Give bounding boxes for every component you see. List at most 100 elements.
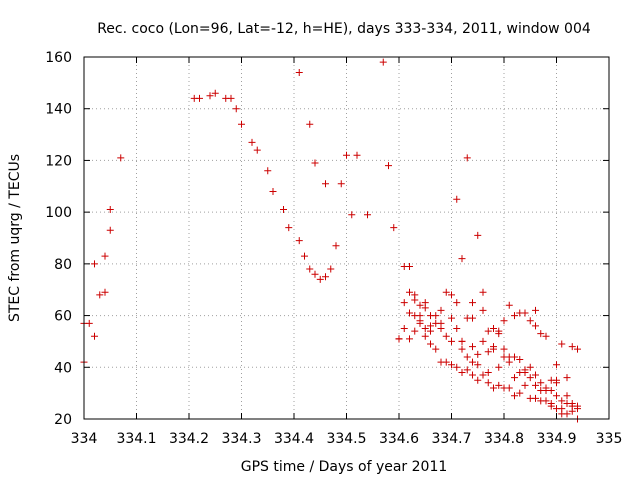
data-point <box>416 319 424 327</box>
x-tick-label: 335 <box>596 431 623 447</box>
x-tick-label: 334.6 <box>379 431 419 447</box>
data-point <box>437 319 445 327</box>
data-point <box>568 407 576 415</box>
data-point <box>521 381 529 389</box>
data-point <box>563 392 571 400</box>
data-point <box>495 327 503 335</box>
data-point <box>311 270 319 278</box>
data-point <box>264 167 272 175</box>
data-point <box>327 265 335 273</box>
data-point <box>101 288 109 296</box>
data-point <box>406 309 413 317</box>
data-point <box>558 405 566 413</box>
data-point <box>353 151 361 159</box>
data-points <box>80 58 581 423</box>
data-point <box>453 195 461 203</box>
y-tick-label: 160 <box>45 50 72 66</box>
data-point <box>448 291 455 299</box>
data-point <box>526 317 534 325</box>
data-point <box>479 337 487 345</box>
data-point <box>427 322 434 330</box>
data-point <box>463 154 471 162</box>
data-point <box>463 366 471 374</box>
y-tick-label: 40 <box>54 360 72 376</box>
data-point <box>406 335 413 343</box>
data-point <box>511 374 518 382</box>
data-point <box>484 327 492 335</box>
data-point <box>532 322 539 330</box>
x-tick-label: 334.9 <box>536 431 576 447</box>
data-point <box>532 394 539 402</box>
data-point <box>458 255 466 263</box>
data-point <box>526 374 534 382</box>
grid <box>84 57 609 419</box>
data-point <box>568 343 576 351</box>
data-point <box>469 314 476 322</box>
data-point <box>458 337 466 345</box>
data-point <box>232 105 240 113</box>
data-point <box>547 399 555 407</box>
data-point <box>532 381 539 389</box>
data-point <box>295 237 303 245</box>
data-point <box>547 387 555 395</box>
x-axis-label: GPS time / Days of year 2011 <box>241 459 448 475</box>
data-point <box>490 345 497 353</box>
data-point <box>479 371 487 379</box>
data-point <box>490 384 497 392</box>
data-point <box>437 306 445 314</box>
data-point <box>379 58 387 66</box>
data-point <box>495 381 503 389</box>
data-point <box>484 379 492 387</box>
data-point <box>469 343 476 351</box>
data-point <box>516 309 524 317</box>
data-point <box>427 340 434 348</box>
data-point <box>495 363 503 371</box>
data-point <box>196 94 203 102</box>
data-point <box>479 306 487 314</box>
data-point <box>469 371 476 379</box>
data-point <box>458 368 466 376</box>
data-point <box>453 299 461 307</box>
data-point <box>248 138 256 146</box>
data-point <box>295 69 303 77</box>
data-point <box>521 368 529 376</box>
data-point <box>432 345 440 353</box>
x-tick-label: 334.5 <box>326 431 366 447</box>
data-point <box>563 410 571 418</box>
data-point <box>532 306 539 314</box>
data-point <box>542 332 550 340</box>
data-point <box>453 363 461 371</box>
data-point <box>406 288 413 296</box>
data-point <box>96 291 104 299</box>
data-point <box>448 314 455 322</box>
data-point <box>390 224 398 232</box>
data-point <box>516 389 524 397</box>
data-point <box>474 376 482 384</box>
x-tick-label: 334.2 <box>169 431 209 447</box>
data-point <box>463 353 471 361</box>
data-point <box>505 353 513 361</box>
data-point <box>206 92 214 100</box>
y-tick-label: 20 <box>54 412 72 428</box>
data-point <box>516 356 524 364</box>
data-point <box>117 154 125 162</box>
y-tick-label: 100 <box>45 205 72 221</box>
data-point <box>337 180 345 188</box>
data-point <box>500 317 508 325</box>
data-point <box>285 224 293 232</box>
x-tick-label: 334.7 <box>431 431 471 447</box>
x-tick-label: 334.1 <box>116 431 156 447</box>
data-point <box>385 162 392 170</box>
data-point <box>400 299 408 307</box>
y-tick-label: 120 <box>45 153 72 169</box>
data-point <box>568 399 576 407</box>
data-point <box>558 340 566 348</box>
y-tick-label: 60 <box>54 309 72 325</box>
data-point <box>269 187 277 195</box>
data-point <box>448 337 455 345</box>
data-point <box>553 379 560 387</box>
data-point <box>511 392 518 400</box>
plot-frame <box>83 56 610 420</box>
data-point <box>553 361 560 369</box>
